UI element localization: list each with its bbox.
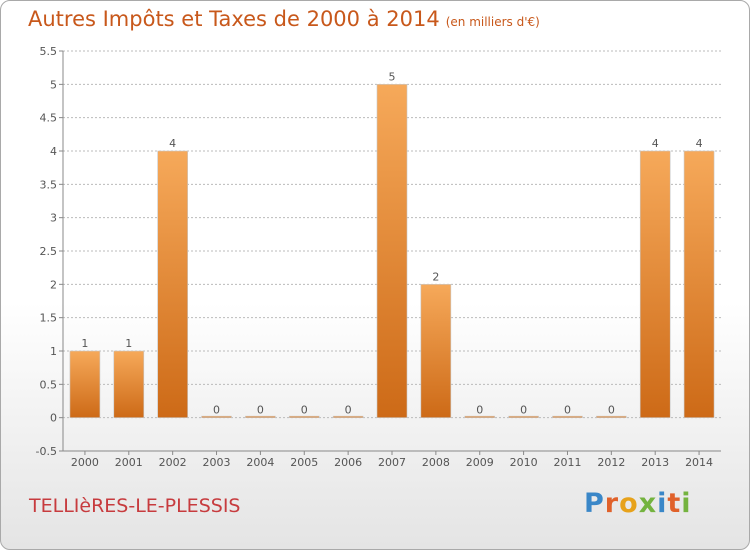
- bar-2008: [420, 284, 452, 418]
- y-tick-label: 1: [50, 345, 57, 358]
- chart-title-text: Autres Impôts et Taxes de 2000 à 2014: [28, 7, 440, 31]
- bar-2000: [69, 350, 101, 418]
- chart-title: Autres Impôts et Taxes de 2000 à 2014 (en…: [28, 7, 540, 31]
- y-tick-label: 4: [50, 145, 57, 158]
- data-label: 0: [476, 404, 483, 417]
- bar-2004: [245, 415, 276, 418]
- y-tick-label: 2: [50, 278, 57, 291]
- bar-2002: [157, 150, 188, 418]
- proxiti-logo: Proxiti: [584, 488, 692, 519]
- data-label: 4: [696, 137, 703, 150]
- logo-letter: i: [657, 488, 668, 519]
- y-tick-label: 4.5: [40, 112, 58, 125]
- x-tick-label: 2008: [422, 456, 450, 469]
- data-label: 5: [389, 70, 396, 83]
- y-tick-label: 2.5: [40, 245, 58, 258]
- x-tick-label: 2010: [510, 456, 538, 469]
- bar-2005: [288, 415, 320, 418]
- data-label: 0: [608, 404, 615, 417]
- x-tick-label: 2002: [159, 456, 187, 469]
- y-tick-label: 5: [50, 78, 57, 91]
- logo-letter: o: [619, 488, 639, 519]
- logo-letter: P: [584, 488, 605, 519]
- bar-2009: [464, 415, 496, 418]
- bar-2012: [596, 415, 627, 418]
- logo-letter: x: [638, 488, 658, 519]
- data-label: 0: [345, 404, 352, 417]
- bar-2010: [508, 415, 539, 418]
- x-tick-label: 2009: [466, 456, 494, 469]
- data-label: 0: [257, 404, 264, 417]
- data-label: 2: [432, 270, 439, 283]
- y-tick-label: 0.5: [40, 378, 58, 391]
- y-tick-label: 3.5: [40, 178, 58, 191]
- logo-letter: t: [667, 488, 682, 519]
- y-tick-label: -0.5: [36, 445, 57, 458]
- y-tick-label: 1.5: [40, 312, 58, 325]
- y-tick-label: 5.5: [40, 45, 58, 58]
- data-label: 0: [564, 404, 571, 417]
- bar-2013: [639, 150, 671, 418]
- bar-2001: [113, 350, 145, 418]
- logo-letter: r: [604, 488, 620, 519]
- data-label: 1: [81, 337, 88, 350]
- y-tick-label: 0: [50, 412, 57, 425]
- x-tick-label: 2000: [71, 456, 99, 469]
- data-label: 1: [125, 337, 132, 350]
- data-label: 0: [301, 404, 308, 417]
- bar-2003: [201, 415, 232, 418]
- data-label: 4: [169, 137, 176, 150]
- x-tick-label: 2006: [334, 456, 362, 469]
- x-tick-label: 2014: [685, 456, 713, 469]
- x-tick-label: 2012: [597, 456, 625, 469]
- data-label: 0: [213, 404, 220, 417]
- y-tick-label: 3: [50, 212, 57, 225]
- x-tick-label: 2011: [553, 456, 581, 469]
- commune-name: TELLIèRES-LE-PLESSIS: [29, 495, 241, 517]
- bar-2014: [683, 150, 715, 418]
- data-label: 4: [652, 137, 659, 150]
- x-tick-label: 2001: [115, 456, 143, 469]
- bar-2011: [552, 415, 583, 418]
- x-tick-label: 2013: [641, 456, 669, 469]
- x-tick-label: 2004: [246, 456, 274, 469]
- x-tick-label: 2007: [378, 456, 406, 469]
- logo-letter: i: [681, 488, 692, 519]
- x-tick-label: 2005: [290, 456, 318, 469]
- x-tick-label: 2003: [203, 456, 231, 469]
- data-label: 0: [520, 404, 527, 417]
- bar-2006: [332, 415, 364, 418]
- bar-2007: [376, 84, 408, 418]
- chart-unit-label: (en milliers d'€): [445, 15, 540, 29]
